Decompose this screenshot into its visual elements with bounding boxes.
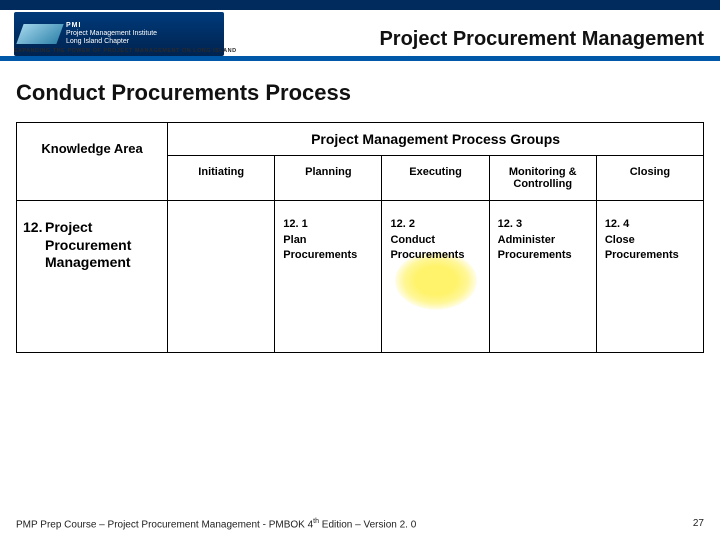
logo-line3: Long Island Chapter [66, 38, 157, 46]
slide-subtitle: Conduct Procurements Process [16, 80, 351, 106]
cell-closing: 12. 4 Close Procurements [596, 201, 703, 353]
top-bar [0, 0, 720, 10]
col-initiating: Initiating [168, 156, 275, 201]
logo-text: PMI Project Management Institute Long Is… [66, 22, 157, 45]
table: Knowledge Area Project Management Proces… [16, 122, 704, 353]
cell-text: Conduct Procurements [390, 234, 464, 260]
logo-line1: PMI [66, 22, 157, 30]
col-executing: Executing [382, 156, 489, 201]
cell-num: 12. 4 [605, 217, 695, 231]
cell-monitoring: 12. 3 Administer Procurements [489, 201, 596, 353]
ka-number: 12. [23, 219, 45, 237]
cell-num: 12. 2 [390, 217, 480, 231]
cell-initiating [168, 201, 275, 353]
ka-name: ProjectProcurementManagement [45, 219, 131, 272]
page-number: 27 [693, 518, 704, 530]
table-header-row-1: Knowledge Area Project Management Proces… [17, 123, 704, 156]
cell-num: 12. 3 [498, 217, 588, 231]
logo-line2: Project Management Institute [66, 30, 157, 38]
header-rule [0, 56, 720, 61]
table-row: 12.ProjectProcurementManagement 12. 1 Pl… [17, 201, 704, 353]
cell-text: Administer Procurements [498, 234, 572, 260]
slide-footer: PMP Prep Course – Project Procurement Ma… [16, 518, 704, 530]
knowledge-area-cell: 12.ProjectProcurementManagement [17, 201, 168, 353]
footer-pre: PMP Prep Course – Project Procurement Ma… [16, 519, 313, 530]
slide-title: Project Procurement Management [379, 28, 704, 51]
cell-text: Close Procurements [605, 234, 679, 260]
cell-text: Plan Procurements [283, 234, 357, 260]
cell-executing: 12. 2 Conduct Procurements [382, 201, 489, 353]
logo-tagline: EXPANDING THE POWER OF PROJECT MANAGEMEN… [14, 48, 237, 54]
cell-planning: 12. 1 Plan Procurements [275, 201, 382, 353]
col-monitoring: Monitoring & Controlling [489, 156, 596, 201]
cell-num: 12. 1 [283, 217, 373, 231]
footer-post: Edition – Version 2. 0 [319, 519, 416, 530]
slide: PMI Project Management Institute Long Is… [0, 0, 720, 540]
col-planning: Planning [275, 156, 382, 201]
slide-header: PMI Project Management Institute Long Is… [0, 0, 720, 62]
process-table: Knowledge Area Project Management Proces… [16, 122, 704, 353]
process-groups-header: Project Management Process Groups [168, 123, 704, 156]
col-closing: Closing [596, 156, 703, 201]
footer-text: PMP Prep Course – Project Procurement Ma… [16, 518, 416, 530]
knowledge-area-header: Knowledge Area [17, 123, 168, 201]
logo-diamond-icon [16, 24, 63, 44]
